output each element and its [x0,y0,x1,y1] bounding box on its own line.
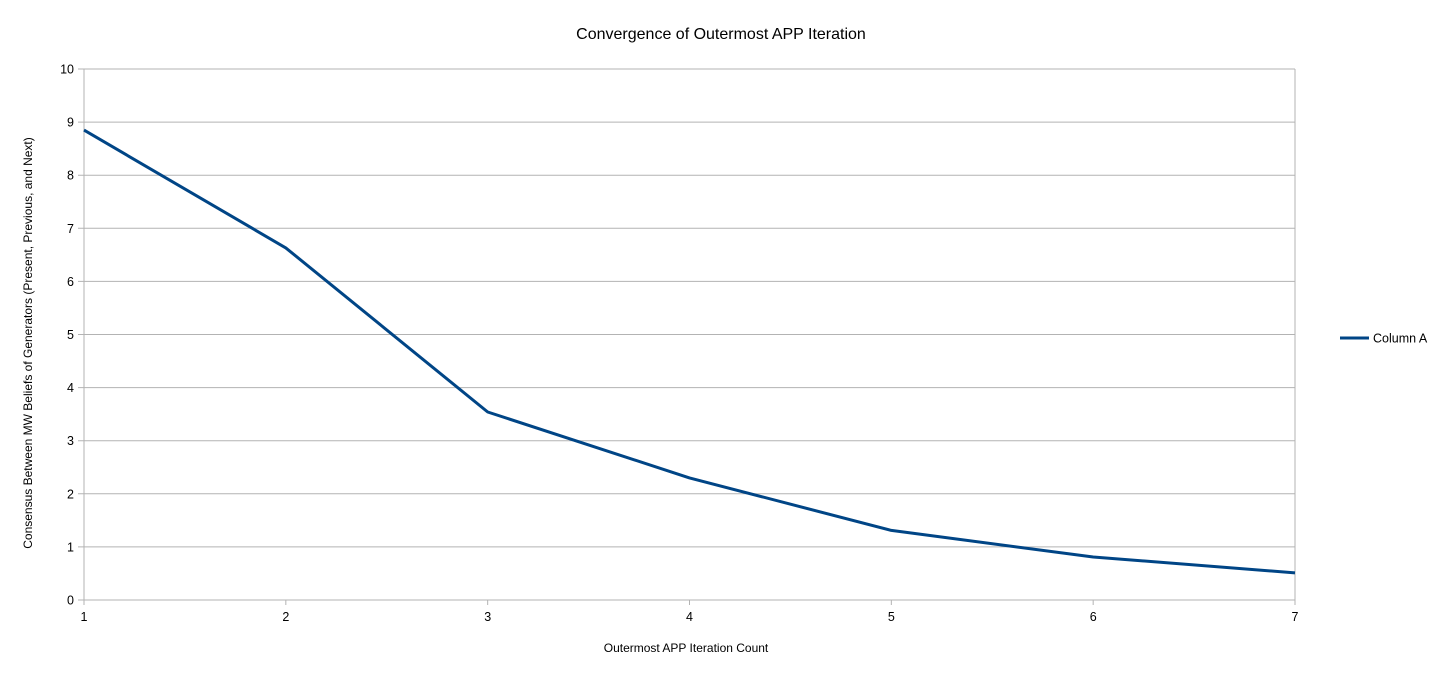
y-tick-label: 8 [67,169,74,183]
x-tick-label: 7 [1292,610,1299,624]
y-axis-ticks: 0 1 2 3 4 5 6 7 8 9 10 [60,63,74,608]
y-tick-label: 5 [67,328,74,342]
x-tick-label: 2 [282,610,289,624]
chart-title: Convergence of Outermost APP Iteration [576,26,866,43]
x-tick-label: 5 [888,610,895,624]
x-axis-ticks: 1 2 3 4 5 6 7 [81,600,1299,624]
y-tick-label: 7 [67,222,74,236]
grid-lines [78,68,1295,601]
y-tick-label: 0 [67,594,74,608]
y-tick-label: 9 [67,116,74,130]
y-axis-label: Consensus Between MW Beliefs of Generato… [21,137,35,549]
y-tick-label: 3 [67,434,74,448]
legend: Column A [1340,332,1428,346]
y-tick-label: 4 [67,381,74,395]
x-tick-label: 1 [81,610,88,624]
y-tick-label: 6 [67,275,74,289]
y-tick-label: 1 [67,540,74,554]
series-line-0 [83,128,1296,575]
x-axis-label: Outermost APP Iteration Count [604,641,769,655]
x-tick-label: 6 [1090,610,1097,624]
y-tick-label: 2 [67,487,74,501]
x-tick-label: 3 [484,610,491,624]
y-tick-label: 10 [60,63,74,77]
series-lines [83,128,1296,575]
legend-label: Column A [1373,332,1428,346]
x-tick-label: 4 [686,610,693,624]
